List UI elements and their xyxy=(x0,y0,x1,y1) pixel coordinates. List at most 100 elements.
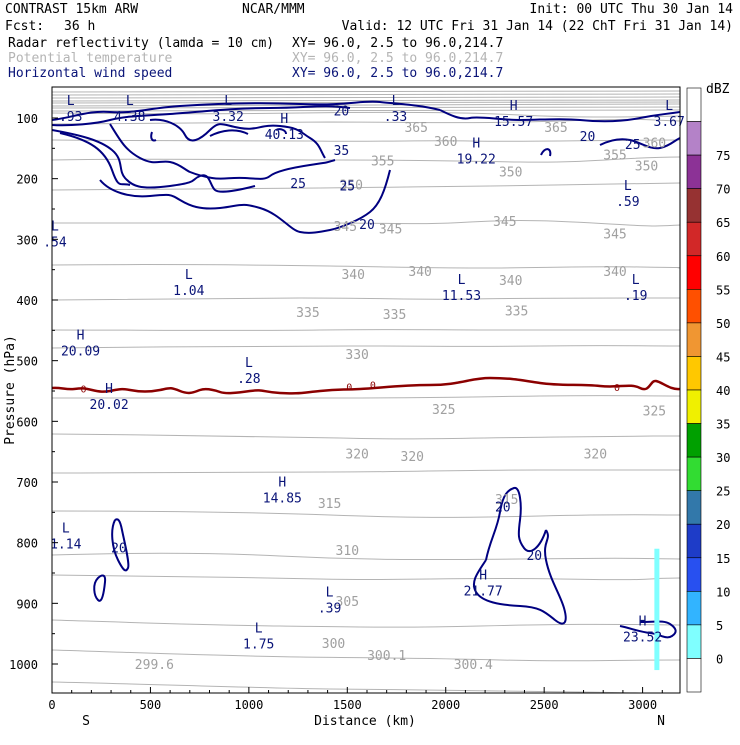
extremum-value: 21.77 xyxy=(464,584,503,599)
x-tick-label: 1500 xyxy=(333,698,362,712)
y-tick-label: 800 xyxy=(16,537,38,551)
extremum-value: .59 xyxy=(616,195,639,210)
wind-contours-upper xyxy=(52,100,680,234)
colorbar-swatch xyxy=(686,557,702,592)
theta-label: 340 xyxy=(341,268,364,283)
theta-label: 355 xyxy=(603,148,626,163)
colorbar-swatch xyxy=(686,221,702,257)
theta-label: 325 xyxy=(643,404,666,419)
field-name-theta: Potential temperature xyxy=(8,51,173,66)
extremum-kind: L xyxy=(632,273,640,288)
y-tick-label: 200 xyxy=(16,173,38,187)
colorbar-swatch xyxy=(686,456,702,491)
extremum-kind: L xyxy=(624,179,632,194)
extremum-kind: L xyxy=(51,220,59,235)
x-tick-label: 1000 xyxy=(234,698,263,712)
colorbar-level-label: 0 xyxy=(716,652,723,666)
theta-label: 330 xyxy=(345,348,368,363)
colorbar-swatch xyxy=(686,255,702,290)
y-tick-label: 400 xyxy=(16,294,38,308)
theta-label: 340 xyxy=(408,265,431,280)
colorbar-swatch xyxy=(686,188,702,223)
y-tick-label: 600 xyxy=(16,415,38,429)
x-tick-label: 2000 xyxy=(431,698,460,712)
axis-end-south: S xyxy=(82,714,90,729)
colorbar-swatch xyxy=(686,356,702,391)
theta-label: 320 xyxy=(345,447,368,462)
field-xy-reflectivity: XY= 96.0, 2.5 to 96.0,214.7 xyxy=(292,36,503,51)
y-tick-label: 1000 xyxy=(9,658,38,672)
colorbar-swatch xyxy=(686,490,702,525)
extremum-value: 15.57 xyxy=(494,115,533,130)
extremum-value: 19.22 xyxy=(457,152,496,167)
plot-area xyxy=(52,87,680,693)
x-tick-label: 3000 xyxy=(628,698,657,712)
reflectivity-shading xyxy=(654,548,660,671)
theta-label: 299.6 xyxy=(135,658,174,673)
fcst-value: 36 h xyxy=(64,19,95,34)
extremum-value: 1.75 xyxy=(243,638,274,653)
extremum-value: .19 xyxy=(624,289,647,304)
wind-contour-label: 0 xyxy=(614,383,620,394)
y-tick-label: 700 xyxy=(16,476,38,490)
theta-label: 335 xyxy=(505,304,528,319)
theta-label: 335 xyxy=(296,306,319,321)
wind-labels: 20 35 25 25 20 20 25 0 0 0 0 20 20 20 xyxy=(80,105,640,564)
y-tick-label: 100 xyxy=(16,112,38,126)
colorbar-level-label: 5 xyxy=(716,619,723,633)
extremum-value: 23.52 xyxy=(623,630,662,645)
theta-label: 355 xyxy=(371,154,394,169)
theta-label: 365 xyxy=(404,121,427,136)
wind-contours-lower xyxy=(93,486,677,639)
dbz-colorbar: 0 5 10 15 20 25 30 35 40 45 50 55 60 65 70 75 xyxy=(686,87,730,693)
theta-label: 335 xyxy=(383,308,406,323)
colorbar-swatch xyxy=(686,289,702,324)
wind-contour-label: 20 xyxy=(526,549,542,564)
extremum-kind: L xyxy=(62,522,70,537)
wind-contour-label: 20 xyxy=(111,542,127,557)
extremum-value: 3.67 xyxy=(654,115,685,130)
x-tick-label: 2500 xyxy=(530,698,559,712)
x-axis-label: Distance (km) xyxy=(314,714,416,729)
theta-label: 315 xyxy=(495,493,518,508)
extremum-kind: L xyxy=(665,99,673,114)
colorbar-swatch xyxy=(686,121,702,156)
wind-contour-label: 20 xyxy=(334,105,350,120)
extremum-kind: L xyxy=(126,94,134,109)
y-axis-label: Pressure (hPa) xyxy=(3,335,18,445)
colorbar-swatch xyxy=(686,87,702,122)
extremum-kind: L xyxy=(255,622,263,637)
extremum-value: 40.13 xyxy=(265,128,304,143)
extremum-value: 4.38 xyxy=(114,110,145,125)
y-tick-label: 300 xyxy=(16,233,38,247)
wind-contour-label: 20 xyxy=(359,218,375,233)
extremum-value: 3.32 xyxy=(213,110,244,125)
valid-time: Valid: 12 UTC Fri 31 Jan 14 (22 ChT Fri … xyxy=(342,19,733,34)
field-name-wind: Horizontal wind speed xyxy=(8,66,172,81)
axis-end-north: N xyxy=(657,714,665,729)
colorbar-level-label: 10 xyxy=(716,585,730,599)
extremum-value: 14.85 xyxy=(263,492,302,507)
extremum-kind: H xyxy=(472,136,480,151)
extremum-value: .39 xyxy=(318,601,341,616)
theta-label: 340 xyxy=(603,265,626,280)
extremum-kind: H xyxy=(280,112,288,127)
extremum-kind: H xyxy=(510,99,518,114)
colorbar-level-label: 50 xyxy=(716,317,730,331)
wind-contour-label: 0 xyxy=(370,381,376,392)
theta-label: 320 xyxy=(584,447,607,462)
colorbar-level-label: 25 xyxy=(716,485,730,499)
extremum-kind: L xyxy=(392,94,400,109)
colorbar-level-label: 55 xyxy=(716,283,730,297)
colorbar-swatch xyxy=(686,658,702,693)
contour-layer xyxy=(52,90,680,693)
wind-contour-label: 20 xyxy=(580,130,596,145)
theta-contours xyxy=(52,111,680,693)
org-label: NCAR/MMM xyxy=(242,2,305,17)
colorbar-level-label: 15 xyxy=(716,552,730,566)
colorbar-swatch xyxy=(686,322,702,357)
freezing-level-line xyxy=(52,376,680,395)
colorbar-level-label: 75 xyxy=(716,149,730,163)
